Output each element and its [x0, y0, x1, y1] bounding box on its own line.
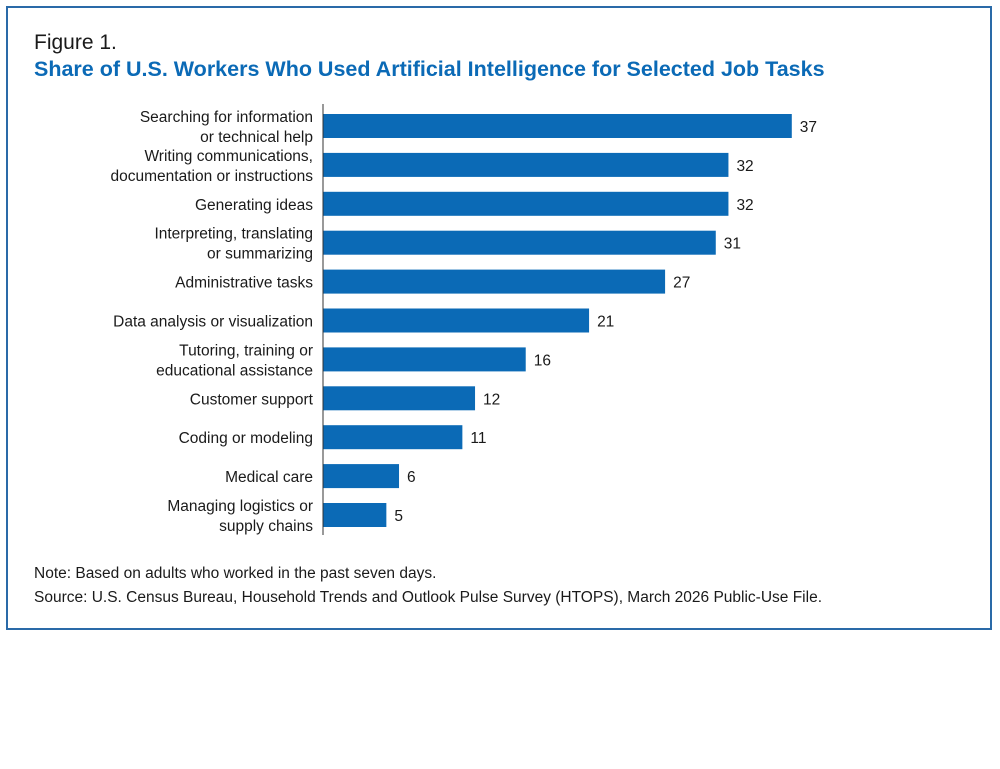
- bar: [323, 152, 729, 177]
- bar: [323, 425, 463, 450]
- category-label: Generating ideas: [195, 197, 313, 214]
- value-label: 21: [597, 314, 614, 331]
- chart-source: Source: U.S. Census Bureau, Household Tr…: [34, 589, 822, 606]
- value-label: 5: [394, 508, 403, 525]
- chart-note: Note: Based on adults who worked in the …: [34, 565, 437, 582]
- category-label: Writing communications, documentation or …: [111, 148, 314, 185]
- category-label: Tutoring, training or educational assista…: [156, 342, 313, 379]
- value-label: 37: [800, 119, 817, 136]
- bar: [323, 114, 792, 138]
- value-label: 11: [470, 430, 486, 447]
- bar: [323, 191, 729, 216]
- bar: [323, 386, 476, 411]
- value-label: 27: [673, 275, 690, 292]
- category-label: Interpreting, translating or summarizing: [154, 226, 313, 263]
- bar: [323, 230, 716, 255]
- chart-title: Share of U.S. Workers Who Used Artificia…: [34, 57, 825, 81]
- category-label: Medical care: [225, 469, 313, 486]
- category-label: Searching for information or technical he…: [140, 109, 313, 146]
- category-label: Administrative tasks: [175, 275, 313, 292]
- value-label: 12: [483, 391, 500, 408]
- value-label: 32: [736, 197, 753, 214]
- category-label: Managing logistics or supply chains: [167, 498, 313, 535]
- bar: [323, 308, 590, 333]
- figure-label: Figure 1.: [34, 31, 117, 54]
- bar: [323, 464, 400, 489]
- category-label: Coding or modeling: [179, 430, 313, 447]
- bar: [323, 347, 526, 372]
- value-label: 16: [534, 352, 551, 369]
- value-label: 32: [736, 158, 753, 175]
- bar: [323, 269, 666, 294]
- bar: [323, 503, 387, 527]
- category-label: Data analysis or visualization: [113, 314, 313, 331]
- value-label: 31: [724, 236, 741, 253]
- category-label: Customer support: [190, 391, 314, 408]
- value-label: 6: [407, 469, 416, 486]
